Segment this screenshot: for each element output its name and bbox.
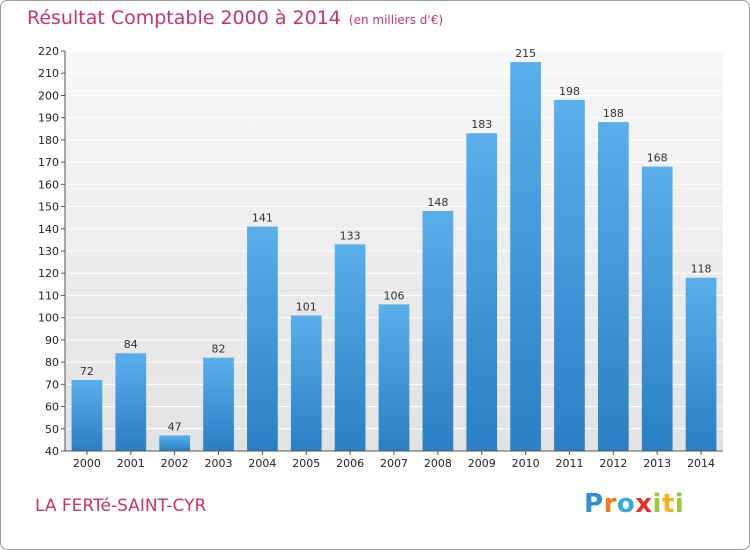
commune-name: LA FERTé-SAINT-CYR [35, 496, 207, 516]
proxiti-logo: Proxiti [584, 489, 684, 519]
y-tick-label: 80 [45, 356, 59, 369]
logo-letter: r [603, 489, 617, 519]
x-tick-label: 2006 [336, 457, 364, 470]
bar-2007 [378, 304, 410, 451]
data-label: 183 [471, 118, 492, 131]
axes [61, 50, 723, 455]
chart-title: Résultat Comptable 2000 à 2014 [27, 7, 341, 29]
data-label: 118 [691, 263, 712, 276]
x-tick-label: 2007 [380, 457, 408, 470]
bars [71, 62, 717, 452]
labels: 40 50 60 70 80 90 100 110 120 130 140 150 160 170 180 1… [38, 45, 715, 470]
x-tick-label: 2000 [73, 457, 101, 470]
x-tick-label: 2001 [117, 457, 145, 470]
bar-2013 [641, 166, 673, 452]
data-label: 82 [212, 343, 226, 356]
chart-header: Résultat Comptable 2000 à 2014 (en millie… [27, 7, 443, 29]
data-label: 72 [80, 365, 94, 378]
logo-letter: P [584, 489, 604, 519]
y-tick-label: 40 [45, 445, 59, 458]
data-label: 188 [603, 107, 624, 120]
y-tick-label: 60 [45, 401, 59, 414]
bar-2001 [115, 353, 147, 451]
x-tick-label: 2002 [161, 457, 189, 470]
y-tick-label: 190 [38, 112, 59, 125]
y-tick-label: 170 [38, 156, 59, 169]
y-tick-label: 220 [38, 45, 59, 58]
x-tick-label: 2008 [424, 457, 452, 470]
y-tick-label: 150 [38, 201, 59, 214]
x-tick-label: 2009 [468, 457, 496, 470]
data-label: 141 [252, 212, 273, 225]
y-tick-label: 140 [38, 223, 59, 236]
logo-letter: x [635, 489, 653, 519]
x-tick-label: 2005 [292, 457, 320, 470]
data-label: 148 [427, 196, 448, 209]
x-tick-label: 2011 [555, 457, 583, 470]
data-label: 106 [384, 289, 405, 302]
bar-2010 [510, 62, 541, 451]
data-label: 168 [647, 152, 668, 165]
y-tick-label: 160 [38, 178, 59, 191]
y-tick-label: 90 [45, 334, 59, 347]
x-tick-label: 2010 [512, 457, 540, 470]
bar-2008 [422, 211, 454, 451]
y-tick-label: 130 [38, 245, 59, 258]
data-label: 215 [515, 47, 536, 60]
bar-2006 [334, 244, 366, 451]
y-tick-label: 200 [38, 89, 59, 102]
x-tick-label: 2004 [248, 457, 276, 470]
bar-2005 [290, 315, 322, 451]
x-tick-label: 2013 [643, 457, 671, 470]
data-label: 101 [296, 300, 317, 313]
logo-letter: i [652, 489, 662, 519]
data-label: 198 [559, 85, 580, 98]
bar-2011 [554, 99, 585, 451]
y-tick-label: 50 [45, 423, 59, 436]
y-tick-label: 70 [45, 378, 59, 391]
x-tick-label: 2014 [687, 457, 715, 470]
y-tick-label: 110 [38, 289, 59, 302]
bar-2002 [159, 435, 191, 451]
bar-2004 [247, 226, 278, 451]
bar-2003 [203, 357, 234, 451]
y-tick-label: 180 [38, 134, 59, 147]
bar-2009 [466, 133, 498, 451]
y-tick-label: 210 [38, 67, 59, 80]
logo-letter: o [616, 489, 636, 519]
x-tick-label: 2012 [599, 457, 627, 470]
logo-letter: i [674, 489, 685, 519]
chart-subtitle: (en milliers d'€) [348, 13, 444, 27]
y-tick-label: 120 [38, 267, 59, 280]
data-label: 84 [124, 338, 138, 351]
bar-2012 [597, 122, 629, 451]
y-tick-label: 100 [38, 312, 59, 325]
data-label: 47 [168, 420, 182, 433]
data-label: 133 [340, 229, 361, 242]
x-tick-label: 2003 [205, 457, 233, 470]
bar-2014 [685, 277, 717, 451]
bar-2000 [71, 379, 103, 451]
logo-letter: t [661, 489, 675, 519]
